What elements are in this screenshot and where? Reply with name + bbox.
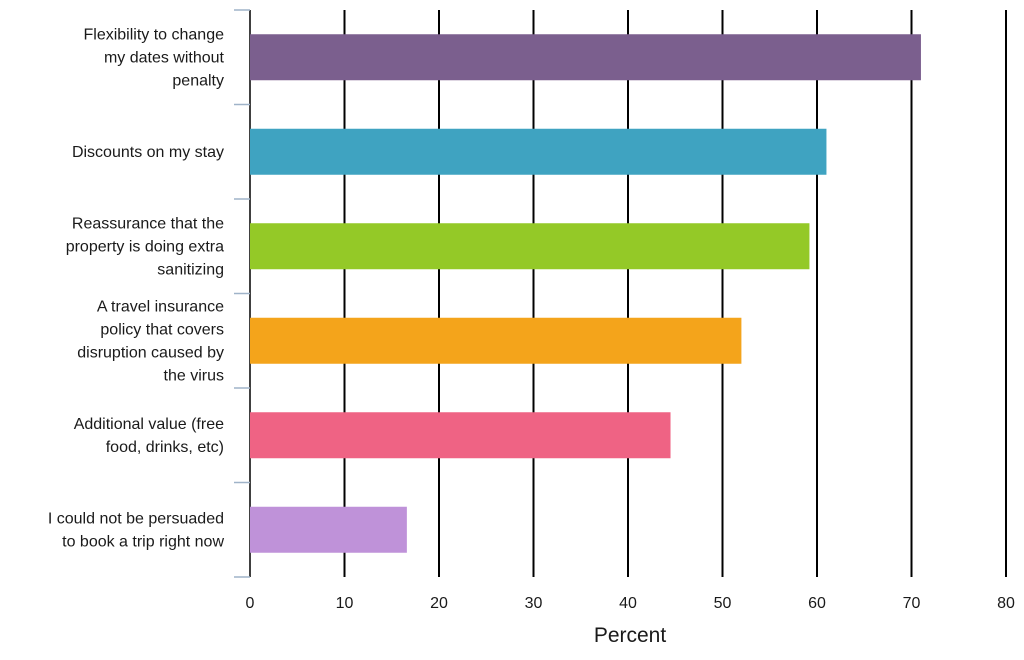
bar-4 [250, 317, 742, 364]
category-label-3: Reassurance that the property is doing ex… [66, 215, 224, 278]
x-tick-label-20: 20 [430, 595, 448, 612]
x-tick-label-80: 80 [997, 595, 1015, 612]
category-label-4: A travel insurance policy that covers disr… [77, 298, 224, 384]
x-tick-label-50: 50 [714, 595, 732, 612]
bars [250, 34, 921, 553]
x-tick-label-40: 40 [619, 595, 637, 612]
bar-1 [250, 34, 921, 81]
x-tick-labels: 0 10 20 30 40 50 60 70 80 [246, 595, 1015, 612]
bar-3 [250, 223, 810, 270]
x-tick-label-30: 30 [525, 595, 543, 612]
bar-5 [250, 412, 671, 459]
x-tick-label-0: 0 [246, 595, 255, 612]
category-label-2: Discounts on my stay [72, 144, 224, 161]
x-axis-title: Percent [594, 624, 667, 647]
x-tick-label-70: 70 [903, 595, 921, 612]
category-label-1: Flexibility to change my dates without pen… [83, 26, 224, 89]
category-labels: Flexibility to change my dates without pen… [48, 26, 225, 550]
bar-6 [250, 506, 407, 553]
gridlines [234, 9, 1007, 578]
category-label-6: I could not be persuaded to book a trip r… [48, 510, 225, 550]
x-tick-label-10: 10 [336, 595, 354, 612]
x-tick-label-60: 60 [808, 595, 826, 612]
category-label-5: Additional value (free food, drinks, etc) [74, 416, 224, 456]
bar-2 [250, 128, 827, 175]
